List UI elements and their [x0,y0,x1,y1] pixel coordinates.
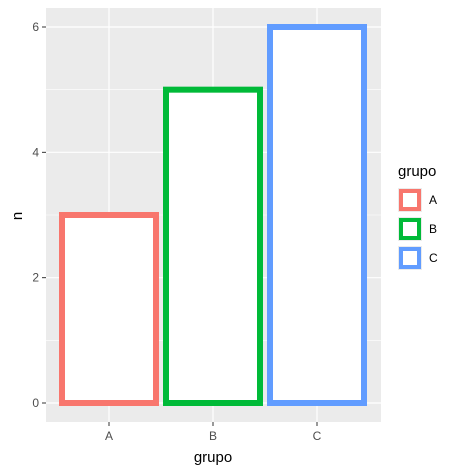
bar-B [163,86,263,407]
y-axis-title: n [9,212,26,220]
legend-title: grupo [398,163,436,180]
y-tick-label: 2 [32,271,39,285]
x-tick-label: B [209,429,217,443]
legend: grupo A B C [398,163,438,270]
legend-key-A [399,189,421,211]
legend-key-B [399,218,421,240]
y-axis: 0 2 4 6 [32,20,46,410]
x-tick-label: C [313,429,322,443]
bars [59,24,367,407]
legend-key-C [399,247,421,269]
legend-entries: A B C [398,188,438,270]
bar-C [267,24,367,406]
x-axis-title: grupo [194,449,232,466]
legend-label-A: A [429,193,437,207]
legend-label-B: B [429,222,437,236]
x-axis: A B C [105,422,322,443]
bar-A [59,212,159,406]
legend-label-C: C [429,251,438,265]
y-tick-label: 0 [32,396,39,410]
y-tick-label: 6 [32,20,39,34]
x-tick-label: A [105,429,113,443]
y-tick-label: 4 [32,145,39,159]
